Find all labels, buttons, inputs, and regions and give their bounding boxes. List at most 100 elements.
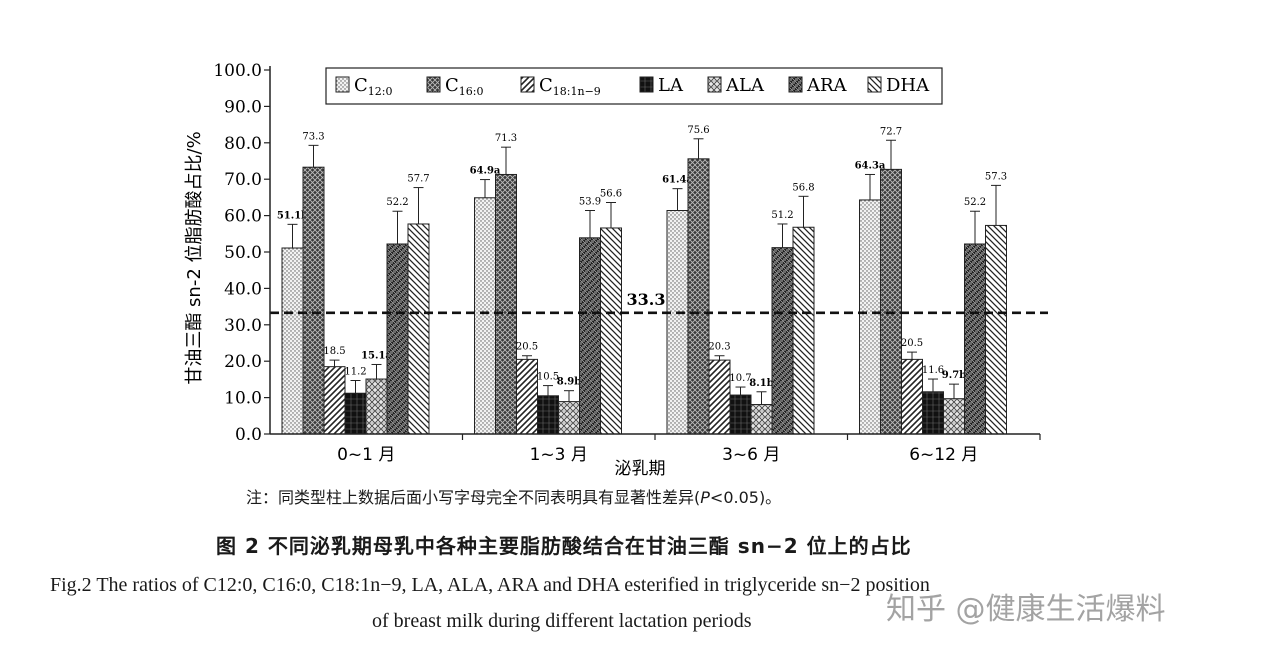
reference-line-group: 33.3 (270, 290, 1048, 315)
y-tick-label: 30.0 (224, 316, 262, 336)
legend-box (325, 67, 943, 105)
data-label: 10.7 (729, 373, 751, 384)
data-label: 51.1b (277, 210, 308, 221)
bar-ala (558, 401, 580, 435)
data-label: 20.5 (901, 338, 923, 349)
y-tick-label: 100.0 (213, 61, 262, 81)
caption-english-line2: of breast milk during different lactatio… (372, 610, 752, 632)
data-label: 57.3 (985, 171, 1007, 182)
bar-chart: 51.1b 73.3 18.5 11.2 15.1a 52.2 57.7 64.9a 71.3 2… (184, 61, 1048, 479)
axes-group: 0.0 10.0 20.0 30.0 40.0 50.0 60.0 70.0 80.0 90.0 1… (213, 61, 1041, 465)
data-label: 64.3a (855, 160, 886, 171)
caption-english-line1: Fig.2 The ratios of C12:0, C16:0, C18:1n… (50, 574, 930, 596)
legend-label: C16:0 (445, 75, 483, 98)
data-label: 56.8 (792, 182, 814, 193)
data-label: 64.9a (470, 166, 501, 177)
legend-swatch (788, 76, 803, 93)
data-label: 20.3 (708, 342, 730, 353)
legend-label: C12:0 (354, 75, 392, 98)
x-category-label: 1~3 月 (530, 445, 588, 465)
y-tick-label: 50.0 (224, 243, 262, 263)
data-label: 75.6 (687, 125, 709, 136)
data-label: 15.1a (361, 350, 392, 361)
bar-c181n9 (901, 358, 923, 435)
bar-c120 (859, 199, 881, 435)
bar-c181n9 (708, 359, 731, 435)
legend-label: LA (658, 75, 684, 96)
y-tick-label: 20.0 (224, 352, 262, 372)
legend-label: ARA (806, 75, 848, 96)
footnote-prefix: 注：同类型柱上数据后面小写字母完全不同表明具有显著性差异( (246, 488, 701, 507)
data-label: 61.4a (662, 175, 693, 186)
bar-c120 (281, 247, 304, 435)
x-axis-label: 泌乳期 (615, 459, 666, 479)
y-tick-label: 80.0 (224, 134, 262, 154)
bar-la (344, 392, 367, 435)
bar-la (729, 394, 752, 435)
data-label: 10.5 (537, 372, 559, 383)
caption-chinese: 图 2 不同泌乳期母乳中各种主要脂肪酸结合在甘油三酯 sn−2 位上的占比 (216, 534, 912, 558)
y-tick-label: 40.0 (224, 279, 262, 299)
data-label: 9.7b (942, 370, 966, 381)
bar-dha (985, 224, 1007, 435)
data-label: 51.2 (771, 210, 793, 221)
legend-swatch (426, 76, 441, 93)
bar-c120 (474, 197, 496, 435)
legend-swatch (520, 76, 535, 93)
bar-la (537, 395, 559, 435)
data-label: 72.7 (880, 126, 902, 137)
bar-c120 (666, 210, 689, 435)
y-tick-label: 90.0 (224, 97, 262, 117)
y-tick-label: 70.0 (224, 170, 262, 190)
data-label: 53.9 (579, 197, 601, 208)
legend: C12:0 C16:0 C18:1n−9 LA ALA ARA DHA (325, 67, 943, 105)
data-label: 11.2 (344, 366, 366, 377)
legend-label: DHA (886, 75, 930, 96)
data-label: 57.7 (407, 174, 429, 185)
y-tick-label: 60.0 (224, 207, 262, 227)
footnote-suffix: <0.05)。 (709, 488, 782, 507)
data-label: 20.5 (516, 342, 538, 353)
legend-label: ALA (725, 75, 765, 96)
bar-dha (792, 226, 815, 435)
bar-dha (600, 227, 622, 435)
bar-c160 (687, 158, 710, 435)
bar-c160 (495, 173, 517, 435)
legend-swatch (707, 76, 722, 93)
x-category-label: 3~6 月 (722, 445, 780, 465)
x-category-label: 6~12 月 (909, 445, 978, 465)
bar-ala (750, 404, 773, 435)
data-label: 8.9b (557, 377, 581, 388)
data-label: 18.5 (323, 346, 345, 357)
data-label: 52.2 (964, 197, 986, 208)
legend-swatch (639, 76, 654, 93)
data-label: 71.3 (495, 133, 517, 144)
y-axis-label: 甘油三酯 sn-2 位脂肪酸占比/% (184, 131, 205, 384)
bar-ara (579, 237, 601, 435)
bar-c160 (880, 168, 902, 435)
footnote-p: P (700, 488, 710, 507)
bar-ala (365, 378, 388, 435)
bars-group: 51.1b 73.3 18.5 11.2 15.1a 52.2 57.7 64.9a 71.3 2… (277, 125, 1007, 435)
bar-c160 (302, 166, 325, 435)
data-label: 56.6 (600, 188, 622, 199)
bar-ara (386, 243, 409, 435)
bar-la (922, 391, 944, 435)
watermark-text: 知乎 @健康生活爆料 (886, 592, 1166, 627)
bar-c181n9 (516, 358, 538, 435)
bar-dha (407, 223, 430, 435)
reference-line-label: 33.3 (627, 290, 666, 309)
legend-label: C18:1n−9 (539, 75, 601, 98)
data-label: 52.2 (386, 197, 408, 208)
bar-ala (943, 398, 965, 435)
bar-ara (771, 247, 794, 435)
legend-swatch (867, 76, 882, 93)
legend-swatch (335, 76, 350, 93)
data-label: 8.1b (749, 378, 773, 389)
bar-ara (964, 243, 986, 435)
y-tick-label: 0.0 (235, 425, 262, 445)
x-category-label: 0~1 月 (337, 445, 395, 465)
footnote: 注：同类型柱上数据后面小写字母完全不同表明具有显著性差异(P<0.05)。 (246, 484, 781, 508)
data-label: 11.6 (922, 365, 944, 376)
bar-c181n9 (323, 366, 346, 435)
